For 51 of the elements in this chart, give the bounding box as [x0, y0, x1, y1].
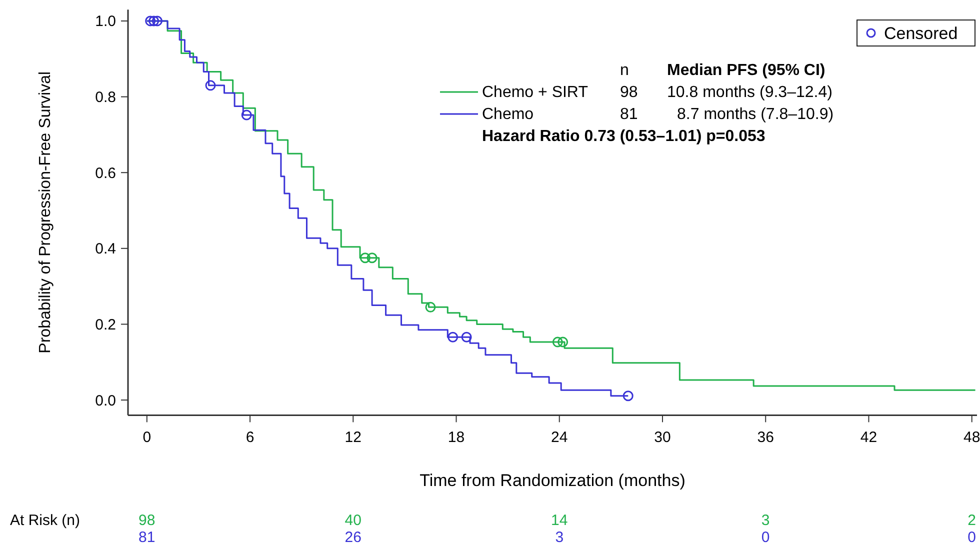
x-tick-label: 6: [246, 429, 254, 446]
text: 3: [555, 529, 564, 546]
legend-label: Chemo + SIRT: [482, 84, 588, 101]
text: 2: [968, 512, 976, 529]
x-tick-label: 48: [964, 429, 980, 446]
point: [148, 16, 160, 26]
point: [152, 16, 162, 26]
annotation: Hazard Ratio 0.73 (0.53–1.01) p=0.053: [482, 128, 766, 145]
annotation: 81: [620, 106, 638, 123]
text: 40: [344, 512, 362, 529]
y-tick-label: 0.4: [95, 240, 116, 258]
x-tick-label: 12: [344, 429, 362, 446]
text: 3: [761, 512, 770, 529]
point: [558, 336, 568, 348]
point: [425, 302, 436, 312]
annotation: Median PFS (95% CI): [667, 62, 826, 79]
point: [360, 252, 370, 264]
x-tick-label: 42: [860, 429, 878, 446]
annotation: 10.8 months (9.3–12.4): [667, 84, 832, 101]
text: 81: [138, 529, 156, 546]
annotation: n: [620, 62, 629, 79]
x-axis-title: Time from Randomization (months): [420, 471, 686, 490]
y-tick-label: 0.0: [95, 392, 116, 410]
point: [622, 390, 634, 402]
x-tick-label: 30: [654, 429, 671, 446]
text: 26: [344, 529, 362, 546]
text: 98: [138, 512, 156, 529]
text: 14: [551, 512, 568, 529]
text: 0: [968, 529, 976, 546]
point: [366, 252, 378, 264]
text: At Risk (n): [10, 512, 80, 529]
annotation: 8.7 months (7.8–10.9): [677, 106, 834, 123]
annotation: 98: [620, 84, 638, 101]
y-tick-label: 0.6: [95, 164, 116, 182]
point: [448, 332, 458, 342]
point: [552, 336, 563, 348]
y-axis-title: Probability of Progression-Free Survival: [37, 71, 54, 354]
x-tick-label: 18: [448, 429, 465, 446]
y-tick-label: 1.0: [95, 13, 116, 30]
y-tick-label: 0.8: [95, 89, 116, 106]
point: [145, 16, 156, 26]
x-tick-label: 36: [757, 429, 774, 446]
x-tick-label: 24: [551, 429, 568, 446]
x-tick-label: 0: [142, 429, 152, 446]
legend-label: Censored: [884, 24, 958, 43]
point: [205, 80, 216, 91]
point: [461, 332, 472, 342]
legend-label: Chemo: [482, 106, 534, 123]
y-tick-label: 0.2: [95, 316, 116, 334]
point: [241, 110, 252, 120]
text: 0: [761, 529, 770, 546]
